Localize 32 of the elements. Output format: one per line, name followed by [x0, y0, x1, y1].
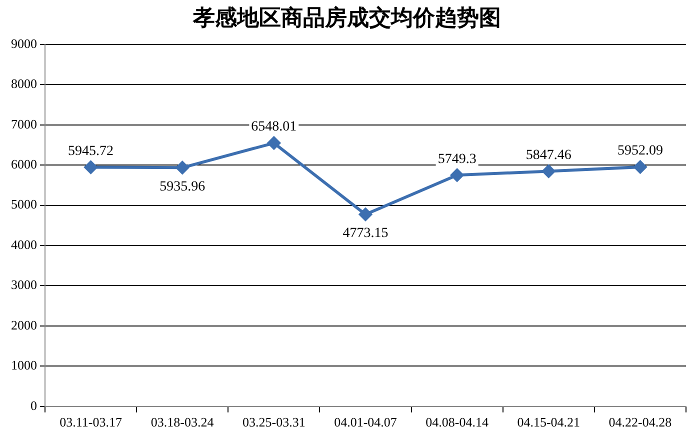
y-tick-label: 1000 [11, 358, 37, 373]
y-tick-label: 0 [30, 398, 37, 413]
y-tick-label: 2000 [11, 317, 37, 332]
x-tick-label: 03.25-03.31 [242, 414, 306, 430]
data-label: 5935.96 [160, 179, 206, 194]
point [176, 161, 189, 174]
data-label: 5749.3 [438, 152, 476, 167]
point [359, 208, 372, 221]
y-tick-label: 7000 [11, 116, 37, 132]
y-tick-label: 3000 [11, 277, 37, 292]
y-tick-label: 4000 [11, 236, 37, 252]
point [84, 160, 98, 174]
point [267, 136, 280, 150]
data-label: 5847.46 [526, 148, 572, 163]
chart-title: 孝感地区商品房成交均价趋势图 [192, 4, 501, 30]
x-tick-label: 03.18-03.24 [150, 414, 214, 430]
point [450, 168, 464, 182]
y-tick-label: 9000 [11, 36, 37, 51]
point [542, 164, 556, 178]
x-tick-label: 04.15-04.21 [517, 414, 580, 430]
x-tick-label: 04.01-04.07 [334, 414, 398, 430]
x-tick-label: 04.08-04.14 [426, 414, 489, 430]
data-label: 5945.72 [68, 144, 114, 159]
data-label: 5952.09 [617, 144, 663, 159]
x-tick-label: 03.11-03.17 [60, 414, 122, 430]
x-tick-label: 04.22-04.28 [608, 414, 672, 430]
y-tick-label: 8000 [11, 76, 37, 92]
y-tick-label: 6000 [11, 156, 37, 172]
data-label: 6548.01 [251, 120, 297, 135]
y-tick-label: 5000 [11, 196, 37, 212]
point [634, 160, 647, 174]
data-label: 4773.15 [342, 226, 388, 242]
